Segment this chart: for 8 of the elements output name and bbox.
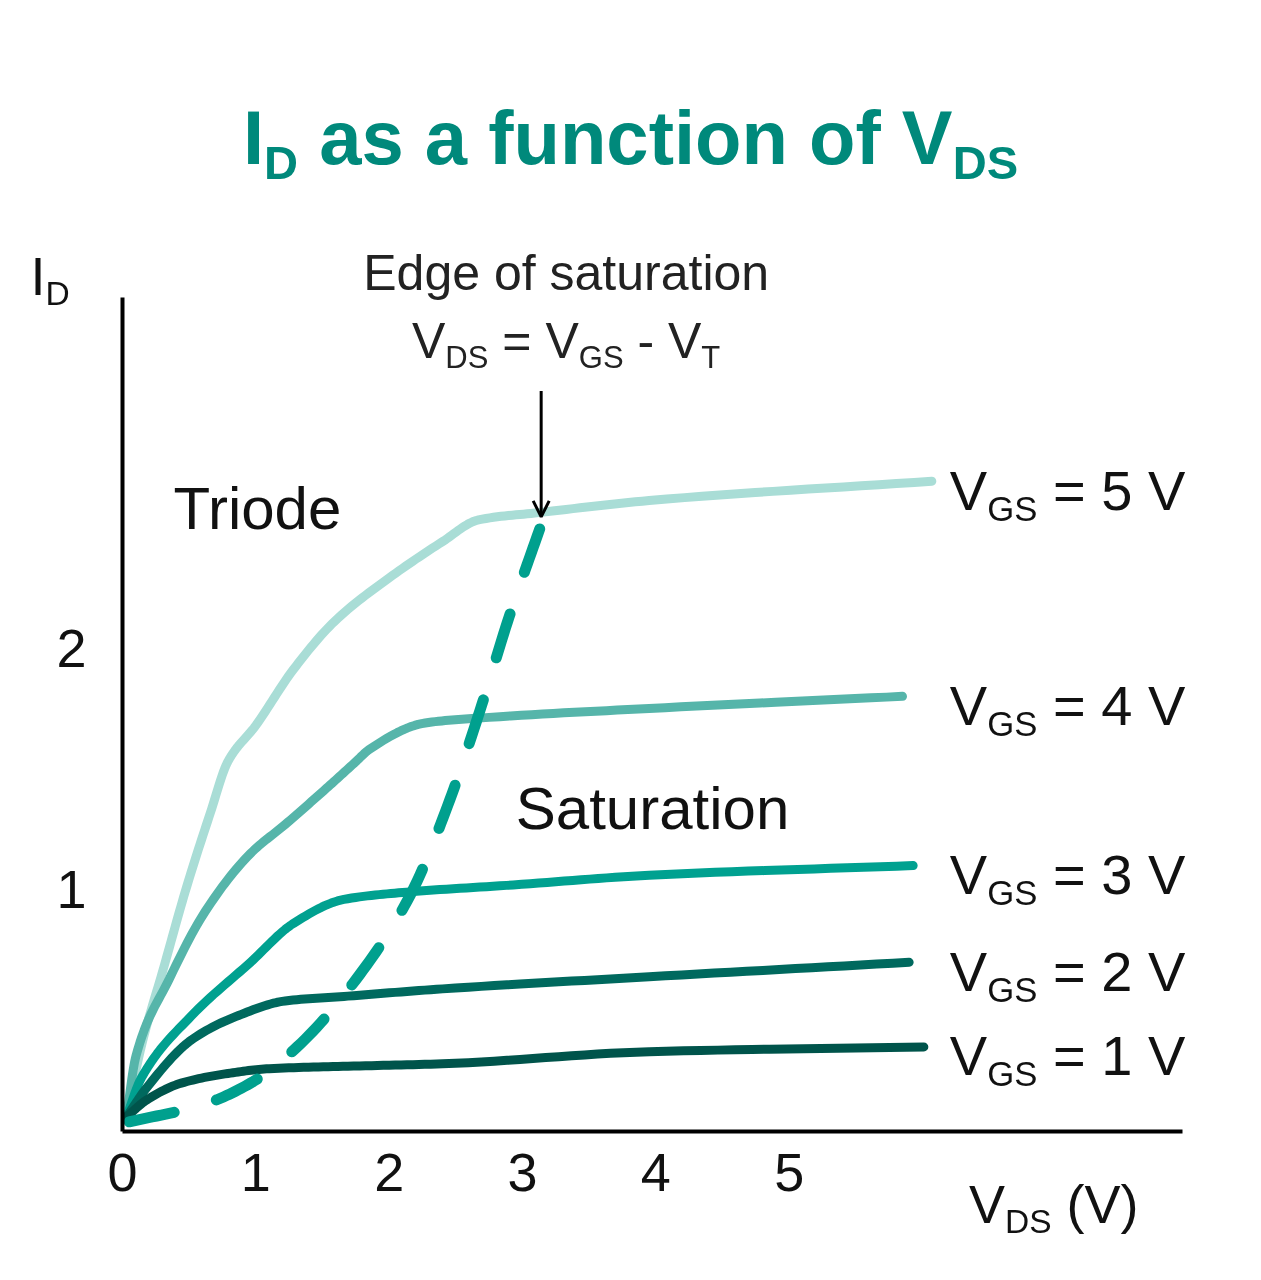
x-tick-label: 4 [640,1141,671,1202]
x-tick-label: 3 [507,1141,538,1202]
x-tick-label: 1 [240,1141,271,1202]
x-tick-label: 0 [107,1141,138,1202]
annotation: Saturation [515,775,790,842]
x-tick-label: 2 [374,1141,405,1202]
x-tick-label: 5 [774,1141,805,1202]
annotation: Triode [173,475,342,542]
